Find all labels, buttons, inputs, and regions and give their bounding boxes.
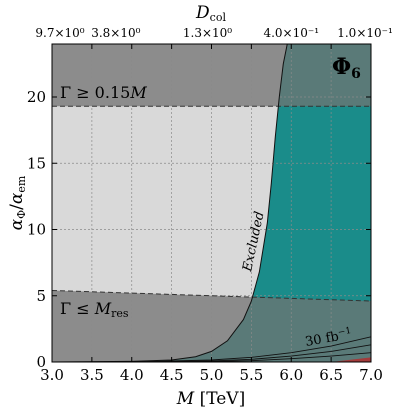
viable-region xyxy=(252,106,371,302)
x-tick-label: 5.0 xyxy=(200,366,224,384)
x-tick-label: 7.0 xyxy=(359,366,383,384)
y-tick-label: 0 xyxy=(36,353,46,371)
curves xyxy=(52,44,371,362)
y-tick-label: 20 xyxy=(27,88,46,106)
luminosity-curve-0 xyxy=(131,336,371,362)
top-tick-label: 3.8×10⁰ xyxy=(91,26,140,40)
red-region xyxy=(331,357,371,362)
top-tick-label: 4.0×10⁻¹ xyxy=(263,26,319,40)
x-tick-label: 3.0 xyxy=(40,366,64,384)
x-axis-label: M [TeV] xyxy=(176,389,245,409)
ticks: 3.0 3.5 4.0 4.5 5.0 5.5 6.0 6.5 7.0 0 5 10 15 20 9.7×1… xyxy=(27,26,393,384)
y-tick-label: 10 xyxy=(27,221,46,239)
excluded-boundary xyxy=(52,44,288,362)
x-tick-label: 4.0 xyxy=(120,366,144,384)
upper-width-label: Γ ≥ 0.15M xyxy=(60,83,147,102)
top-tick-label: 1.0×10⁻¹ xyxy=(337,26,393,40)
x-tick-label: 6.0 xyxy=(279,366,303,384)
top-axis-label: Dcol xyxy=(195,3,226,24)
x-tick-label: 6.5 xyxy=(319,366,343,384)
top-tick-label: 9.7×10⁰ xyxy=(35,26,84,40)
grid xyxy=(52,44,371,362)
x-tick-label: 5.5 xyxy=(239,366,263,384)
x-tick-label: 4.5 xyxy=(160,366,184,384)
lower-width-boundary xyxy=(52,289,371,302)
y-tick-label: 15 xyxy=(27,154,46,172)
y-tick-label: 5 xyxy=(36,287,46,305)
top-tick-label: 1.3×10⁰ xyxy=(183,26,232,40)
x-tick-label: 3.5 xyxy=(80,366,104,384)
y-axis-label: αΦ/αem xyxy=(7,175,28,230)
